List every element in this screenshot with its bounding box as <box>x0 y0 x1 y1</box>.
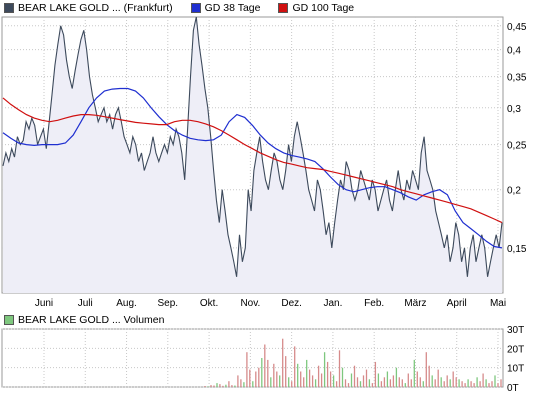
volume-grid <box>2 328 503 388</box>
legend-item-price: BEAR LAKE GOLD ... (Frankfurt) <box>0 2 173 14</box>
legend-label-gd38: GD 38 Tage <box>204 2 261 14</box>
x-tick-label: April <box>447 298 467 309</box>
gd38-line <box>2 87 503 249</box>
y-tick-label: 0,15 <box>507 244 527 255</box>
volume-y-tick-label: 10T <box>507 364 524 375</box>
legend-item-gd100: GD 100 Tage <box>274 2 354 14</box>
price-chart-legend: BEAR LAKE GOLD ... (Frankfurt) GD 38 Tag… <box>0 0 368 16</box>
x-tick-label: Juli <box>78 298 93 309</box>
x-tick-label: Okt. <box>200 298 218 309</box>
y-tick-label: 0,45 <box>507 22 527 33</box>
volume-y-tick-label: 0T <box>507 383 519 394</box>
volume-chart-legend: BEAR LAKE GOLD ... Volumen <box>0 312 178 328</box>
x-tick-label: Nov. <box>240 298 260 309</box>
legend-swatch-price <box>4 3 14 13</box>
legend-item-volume: BEAR LAKE GOLD ... Volumen <box>0 314 164 326</box>
y-tick-label: 0,35 <box>507 73 527 84</box>
legend-swatch-volume <box>4 315 14 325</box>
y-tick-label: 0,25 <box>507 141 527 152</box>
y-tick-label: 0,4 <box>507 46 521 57</box>
legend-item-gd38: GD 38 Tage <box>187 2 261 14</box>
x-tick-label: Feb. <box>364 298 384 309</box>
y-tick-label: 0,3 <box>507 104 521 115</box>
price-line <box>2 16 503 277</box>
x-tick-label: Jan. <box>323 298 342 309</box>
x-tick-label: Sep. <box>158 298 179 309</box>
volume-plot-frame <box>1 328 504 388</box>
legend-label-gd100: GD 100 Tage <box>292 2 355 14</box>
x-tick-label: März <box>404 298 426 309</box>
x-tick-label: Dez. <box>281 298 302 309</box>
legend-swatch-gd38 <box>190 3 201 13</box>
legend-label-volume: BEAR LAKE GOLD ... Volumen <box>18 314 165 326</box>
x-tick-label: Juni <box>35 298 53 309</box>
gd100-line <box>2 97 503 224</box>
price-area <box>3 17 502 293</box>
volume-y-tick-label: 20T <box>507 344 524 355</box>
x-tick-label: Mai <box>490 298 506 309</box>
legend-label-price: BEAR LAKE GOLD ... (Frankfurt) <box>18 2 173 14</box>
legend-swatch-gd100 <box>278 3 289 13</box>
y-tick-label: 0,2 <box>507 186 521 197</box>
volume-y-tick-label: 30T <box>507 325 524 336</box>
x-tick-label: Aug. <box>116 298 137 309</box>
